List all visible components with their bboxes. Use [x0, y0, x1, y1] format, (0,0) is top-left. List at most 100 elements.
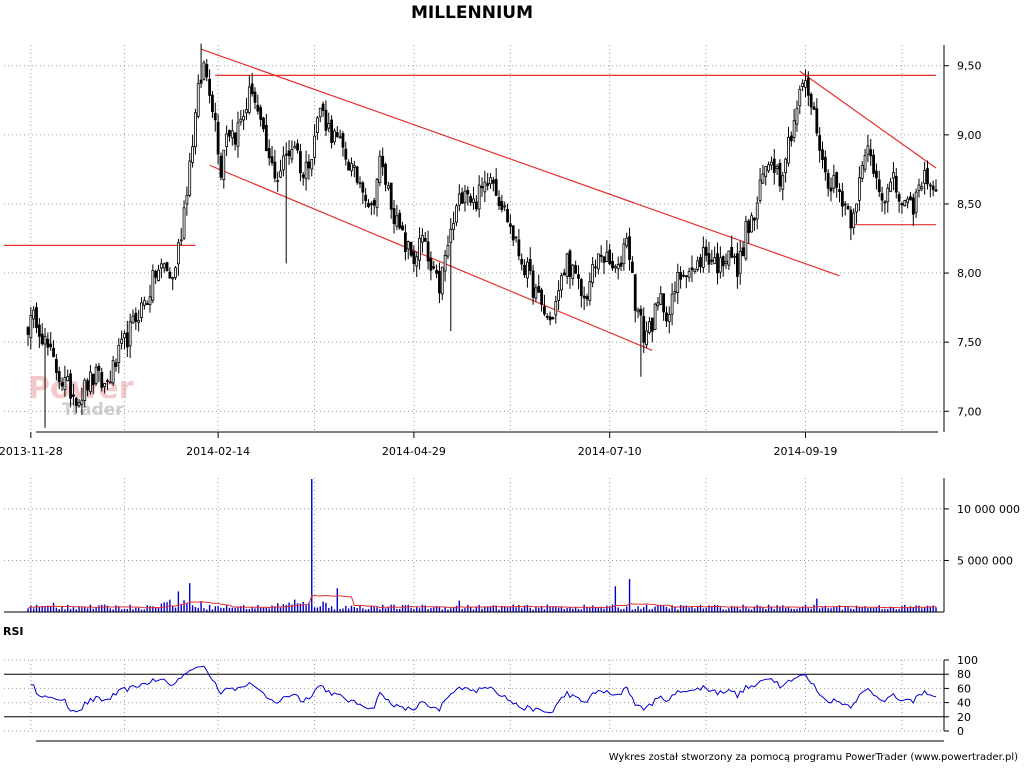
candle-body: [256, 104, 260, 112]
candle-body: [449, 228, 453, 244]
candle-body: [761, 173, 765, 184]
candle-body: [455, 205, 458, 223]
candle-body: [159, 263, 163, 269]
candle-body: [145, 303, 149, 306]
candle-body: [157, 269, 160, 281]
candle-body: [284, 153, 288, 156]
candle-body: [318, 107, 322, 118]
date-tick-label: 2014-04-29: [382, 445, 446, 458]
candle-body: [770, 161, 773, 166]
candle-body: [755, 202, 759, 220]
candle-body: [440, 266, 444, 295]
date-tick-label: 2014-02-14: [186, 445, 250, 458]
candle-body: [43, 335, 47, 345]
candle-body: [128, 321, 132, 347]
candle-body: [369, 203, 373, 206]
candle-body: [176, 242, 180, 265]
volume-tick-label: 10 000 000: [957, 503, 1020, 516]
volume-axis: 5 000 000 10 000 000: [4, 478, 1020, 613]
candle-body: [727, 250, 731, 266]
candle-body: [74, 398, 78, 406]
candle-body: [582, 295, 586, 299]
candle-body: [46, 338, 50, 348]
candle-body: [457, 193, 461, 206]
candle-body: [438, 270, 441, 294]
candle-body: [877, 179, 881, 193]
candle-body: [508, 223, 512, 227]
candle-body: [684, 275, 688, 278]
candle-body: [372, 200, 376, 206]
candle-body: [596, 253, 600, 270]
candle-body: [511, 225, 515, 241]
candle-body: [293, 145, 297, 149]
candle-body: [54, 359, 58, 373]
candle-body: [557, 290, 561, 301]
candle-body: [421, 235, 424, 243]
candle-body: [375, 179, 379, 208]
candle-body: [114, 362, 118, 367]
candle-body: [29, 315, 33, 339]
candle-body: [809, 93, 813, 108]
candle-body: [784, 158, 788, 174]
candle-body: [565, 253, 569, 277]
candle-body: [826, 172, 830, 189]
candle-body: [838, 189, 841, 193]
candle-body: [616, 263, 620, 270]
candle-body: [486, 183, 490, 186]
candle-body: [185, 194, 189, 205]
candle-body: [392, 208, 396, 225]
candle-body: [764, 166, 768, 177]
candle-body: [923, 169, 927, 184]
candle-body: [690, 267, 694, 271]
candle-body: [432, 266, 436, 269]
candle-body: [199, 79, 203, 84]
candle-body: [327, 123, 331, 129]
candle-body: [60, 382, 64, 387]
rsi-tick-label: 0: [957, 725, 964, 738]
candle-body: [290, 148, 294, 160]
candle-body: [619, 262, 623, 267]
candle-body: [228, 130, 231, 137]
candle-body: [523, 264, 526, 276]
candle-body: [426, 241, 430, 262]
candle-body: [528, 259, 532, 271]
candle-body: [568, 250, 572, 278]
candle-body: [562, 272, 566, 276]
candle-body: [435, 269, 438, 274]
watermark-line2: Trader: [62, 400, 124, 420]
trend-line: [200, 48, 840, 277]
candle-body: [526, 261, 529, 279]
candle-body: [667, 314, 671, 323]
candle-body: [701, 247, 705, 268]
candle-body: [503, 205, 507, 208]
candle-body: [182, 207, 186, 239]
candle-body: [613, 266, 617, 269]
candle-body: [795, 108, 799, 125]
candle-body: [316, 117, 319, 134]
price-tick-label: 9,00: [957, 129, 982, 142]
candle-body: [239, 118, 243, 123]
rsi-tick-label: 60: [957, 682, 971, 695]
candle-body: [767, 164, 770, 172]
candle-body: [693, 268, 697, 272]
candle-body: [446, 244, 450, 257]
candle-body: [80, 399, 84, 405]
candle-body: [670, 293, 674, 315]
candle-body: [889, 181, 892, 192]
date-tick-label: 2014-09-19: [774, 445, 838, 458]
candle-body: [554, 301, 558, 316]
candle-body: [480, 186, 484, 189]
volume-panel: 5 000 000 10 000 000: [4, 478, 1020, 613]
candle-body: [63, 377, 67, 391]
candle-body: [585, 296, 589, 300]
candle-body: [875, 170, 878, 179]
candle-body: [162, 263, 166, 269]
candle-body: [91, 373, 95, 386]
candle-body: [506, 208, 509, 223]
candle-body: [846, 205, 850, 210]
candle-body: [123, 333, 126, 339]
candle-body: [401, 225, 404, 231]
candle-body: [205, 64, 209, 78]
rsi-tick-label: 40: [957, 697, 971, 710]
